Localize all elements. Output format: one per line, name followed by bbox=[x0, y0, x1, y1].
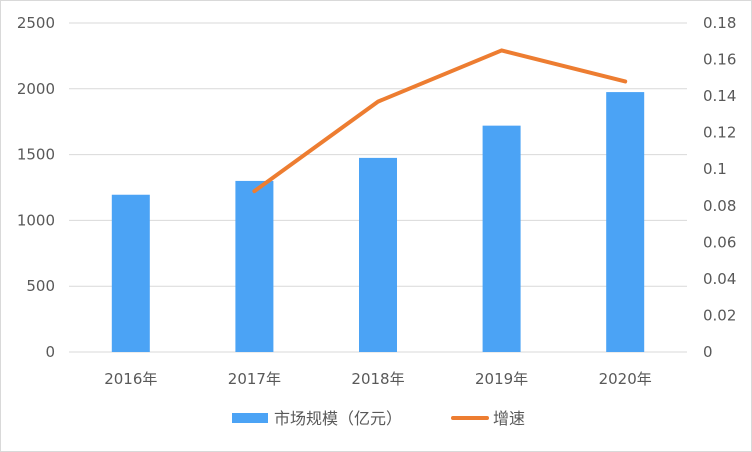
y-tick-label-right: 0.08 bbox=[703, 197, 736, 215]
bar bbox=[235, 181, 273, 352]
legend-label-bar: 市场规模（亿元） bbox=[274, 409, 402, 428]
y-tick-label-right: 0.12 bbox=[703, 124, 736, 142]
x-tick-label: 2019年 bbox=[475, 370, 528, 388]
bar bbox=[606, 92, 644, 352]
y-tick-label-left: 1500 bbox=[17, 146, 55, 164]
y-tick-label-right: 0.16 bbox=[703, 51, 736, 69]
legend-label-line: 增速 bbox=[493, 409, 525, 428]
y-tick-label-right: 0.06 bbox=[703, 233, 736, 251]
y-tick-label-left: 0 bbox=[45, 343, 55, 361]
x-tick-label: 2018年 bbox=[351, 370, 404, 388]
bar bbox=[359, 158, 397, 352]
x-tick-label: 2020年 bbox=[599, 370, 652, 388]
y-tick-label-left: 1000 bbox=[17, 211, 55, 229]
y-tick-label-left: 500 bbox=[26, 277, 55, 295]
bar bbox=[483, 126, 521, 352]
y-tick-label-right: 0.1 bbox=[703, 160, 727, 178]
y-tick-label-left: 2500 bbox=[17, 14, 55, 32]
y-tick-label-right: 0.18 bbox=[703, 14, 736, 32]
bar bbox=[112, 195, 150, 352]
y-tick-label-left: 2000 bbox=[17, 80, 55, 98]
y-tick-label-right: 0.04 bbox=[703, 270, 736, 288]
x-tick-label: 2016年 bbox=[104, 370, 157, 388]
y-tick-label-right: 0.02 bbox=[703, 306, 736, 324]
y-tick-label-right: 0.14 bbox=[703, 87, 736, 105]
legend-swatch-bar bbox=[232, 413, 268, 423]
x-tick-label: 2017年 bbox=[228, 370, 281, 388]
y-tick-label-right: 0 bbox=[703, 343, 713, 361]
